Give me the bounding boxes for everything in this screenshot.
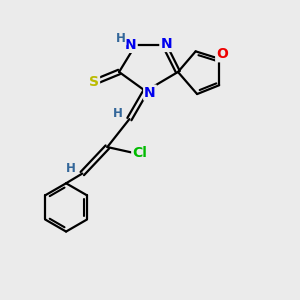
- Text: S: S: [89, 75, 99, 89]
- Text: O: O: [216, 47, 228, 61]
- Text: H: H: [113, 107, 122, 120]
- Text: Cl: Cl: [132, 146, 147, 160]
- Text: N: N: [160, 37, 172, 51]
- Text: N: N: [144, 85, 156, 100]
- Text: H: H: [116, 32, 125, 45]
- Text: N: N: [125, 38, 137, 52]
- Text: H: H: [66, 162, 75, 175]
